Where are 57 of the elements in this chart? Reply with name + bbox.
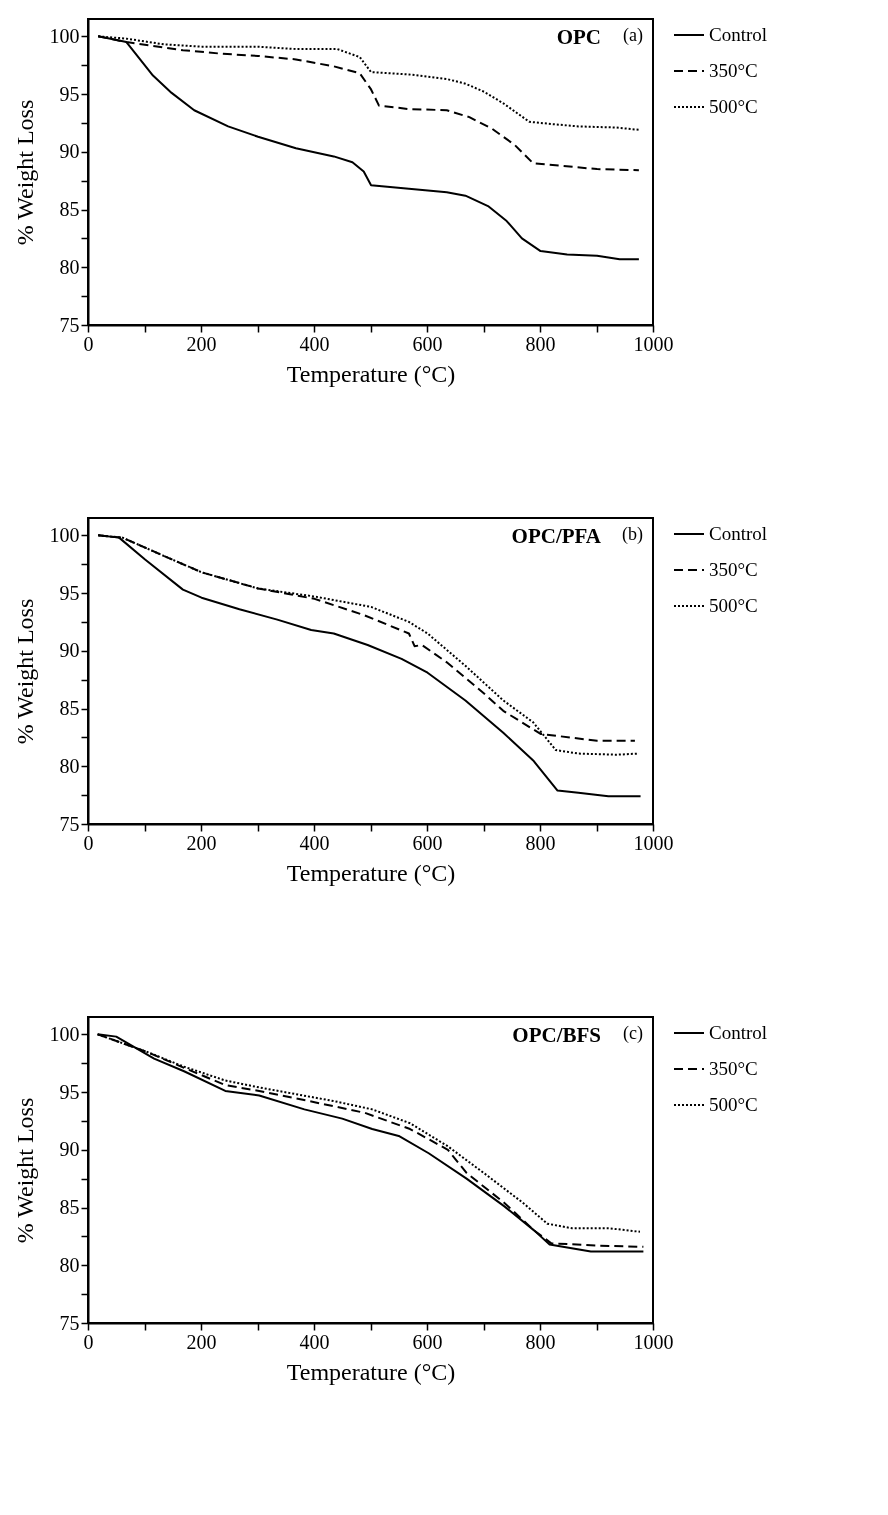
legend-label: 500°C	[709, 96, 758, 117]
x-tick-label: 800	[525, 332, 556, 355]
x-tick-label: 1000	[633, 332, 674, 355]
x-tick-label: 200	[186, 332, 217, 355]
y-tick-label: 85	[59, 198, 80, 221]
y-axis-title: % Weight Loss	[11, 99, 38, 246]
legend-label: 350°C	[709, 60, 758, 81]
legend-label: Control	[709, 1022, 768, 1043]
y-tick-label: 75	[59, 313, 80, 336]
annotation: (a)	[623, 25, 643, 46]
y-tick-label: 90	[59, 140, 80, 163]
x-axis-title: Temperature (°C)	[286, 859, 456, 886]
x-tick-label: 0	[83, 1330, 94, 1353]
x-tick-label: 400	[299, 1330, 330, 1353]
y-tick-label: 75	[59, 1311, 80, 1334]
y-tick-label: 100	[49, 1022, 80, 1045]
annotation: (c)	[623, 1023, 643, 1044]
x-tick-label: 800	[525, 1330, 556, 1353]
y-tick-label: 85	[59, 1196, 80, 1219]
y-tick-label: 100	[49, 523, 80, 546]
y-tick-label: 100	[49, 24, 80, 47]
x-tick-label: 0	[83, 332, 94, 355]
legend-label: Control	[709, 24, 768, 45]
y-tick-label: 80	[59, 255, 80, 278]
legend-label: Control	[709, 523, 768, 544]
y-tick-label: 90	[59, 639, 80, 662]
y-tick-label: 80	[59, 1253, 80, 1276]
y-tick-label: 90	[59, 1138, 80, 1161]
x-tick-label: 600	[412, 332, 443, 355]
y-axis-title: % Weight Loss	[11, 1097, 38, 1244]
x-tick-label: 400	[299, 831, 330, 854]
annotation: (b)	[622, 524, 643, 545]
x-tick-label: 1000	[633, 1330, 674, 1353]
x-tick-label: 600	[412, 1330, 443, 1353]
y-tick-label: 95	[59, 82, 80, 105]
y-axis-title: % Weight Loss	[11, 598, 38, 745]
x-tick-label: 800	[525, 831, 556, 854]
x-tick-label: 200	[186, 1330, 217, 1353]
x-tick-label: 400	[299, 332, 330, 355]
legend-label: 350°C	[709, 1058, 758, 1079]
y-tick-label: 85	[59, 697, 80, 720]
legend-label: 500°C	[709, 1094, 758, 1115]
x-tick-label: 200	[186, 831, 217, 854]
chart-title: OPC/BFS	[512, 1023, 601, 1047]
legend-label: 350°C	[709, 559, 758, 580]
chart-title: OPC	[556, 25, 601, 49]
x-tick-label: 600	[412, 831, 443, 854]
x-axis-title: Temperature (°C)	[286, 1358, 456, 1385]
legend-label: 500°C	[709, 595, 758, 616]
y-tick-label: 75	[59, 812, 80, 835]
y-tick-label: 80	[59, 754, 80, 777]
x-axis-title: Temperature (°C)	[286, 360, 456, 387]
y-tick-label: 95	[59, 1080, 80, 1103]
x-tick-label: 1000	[633, 831, 674, 854]
x-tick-label: 0	[83, 831, 94, 854]
chart-title: OPC/PFA	[511, 524, 602, 548]
y-tick-label: 95	[59, 581, 80, 604]
